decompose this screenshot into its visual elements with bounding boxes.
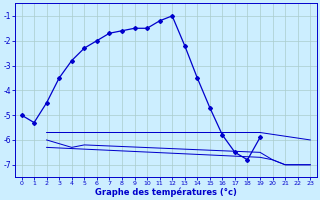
X-axis label: Graphe des températures (°c): Graphe des températures (°c) (95, 187, 237, 197)
